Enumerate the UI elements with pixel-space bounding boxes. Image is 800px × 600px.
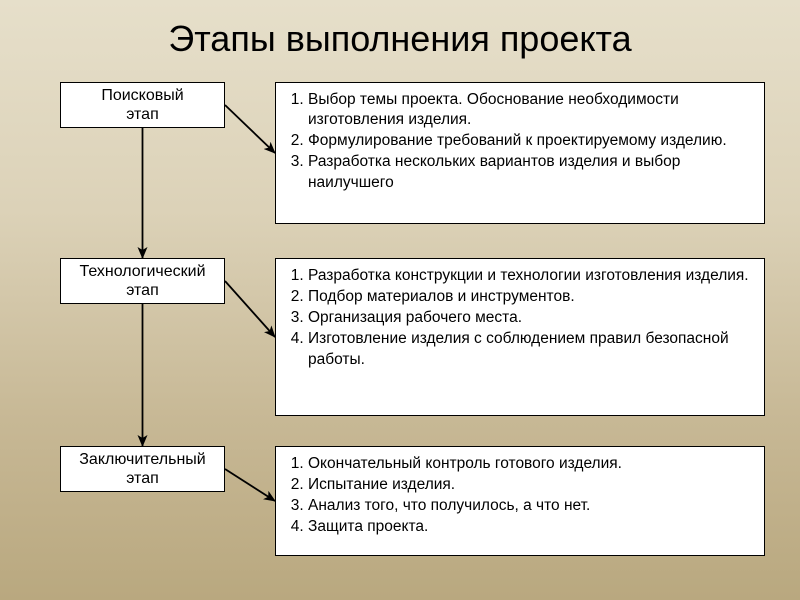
stage-label: Технологическийэтап — [79, 262, 205, 300]
stage-box-tech: Технологическийэтап — [60, 258, 225, 304]
detail-item: Испытание изделия. — [308, 475, 756, 495]
detail-list: Выбор темы проекта. Обоснование необходи… — [282, 90, 756, 193]
arrow — [225, 105, 275, 153]
detail-item: Выбор темы проекта. Обоснование необходи… — [308, 90, 756, 130]
detail-item: Изготовление изделия с соблюдением прави… — [308, 329, 756, 369]
detail-list: Разработка конструкции и технологии изго… — [282, 266, 756, 370]
stage-box-search: Поисковыйэтап — [60, 82, 225, 128]
page-title: Этапы выполнения проекта — [0, 18, 800, 60]
detail-item: Разработка конструкции и технологии изго… — [308, 266, 756, 286]
detail-item: Подбор материалов и инструментов. — [308, 287, 756, 307]
detail-item: Окончательный контроль готового изделия. — [308, 454, 756, 474]
arrow — [225, 281, 275, 337]
detail-item: Организация рабочего места. — [308, 308, 756, 328]
arrow — [225, 469, 275, 501]
detail-list: Окончательный контроль готового изделия.… — [282, 454, 756, 538]
detail-item: Анализ того, что получилось, а что нет. — [308, 496, 756, 516]
detail-box-tech: Разработка конструкции и технологии изго… — [275, 258, 765, 416]
detail-item: Формулирование требований к проектируемо… — [308, 131, 756, 151]
detail-box-final: Окончательный контроль готового изделия.… — [275, 446, 765, 556]
stage-label: Заключительныйэтап — [79, 450, 205, 488]
stage-box-final: Заключительныйэтап — [60, 446, 225, 492]
stage-label: Поисковыйэтап — [101, 86, 183, 124]
detail-item: Разработка нескольких вариантов изделия … — [308, 152, 756, 192]
detail-item: Защита проекта. — [308, 517, 756, 537]
detail-box-search: Выбор темы проекта. Обоснование необходи… — [275, 82, 765, 224]
